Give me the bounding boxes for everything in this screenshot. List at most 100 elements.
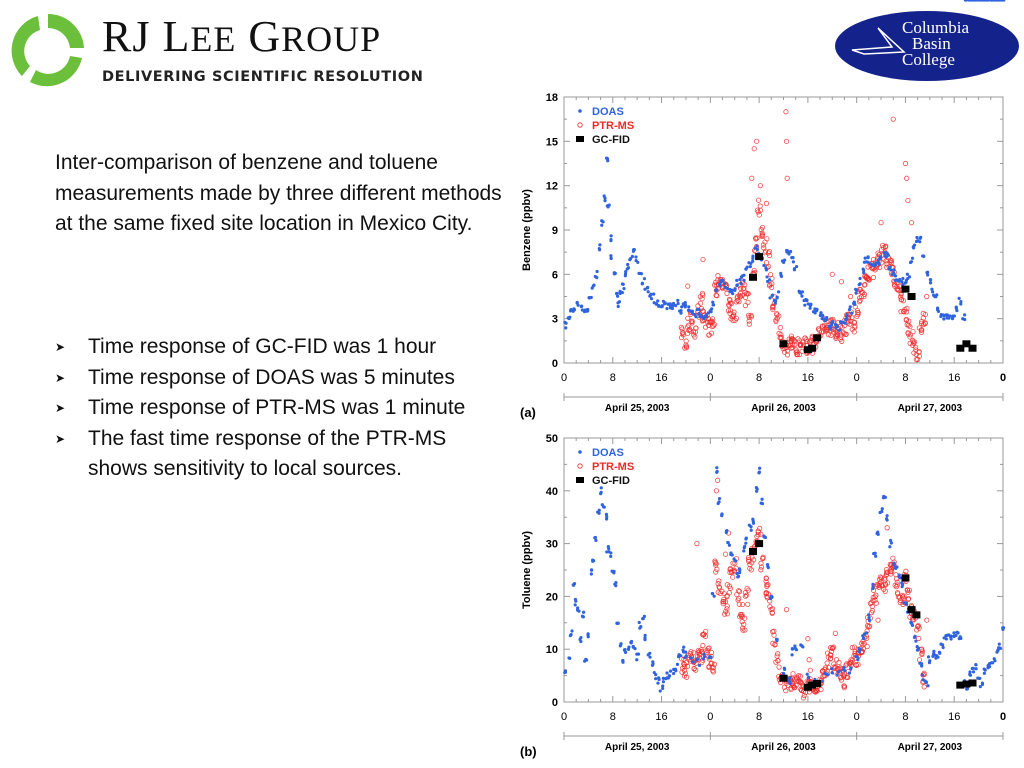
- ptrms-point: [889, 566, 895, 572]
- ptrms-point: [720, 277, 726, 283]
- ptrms-point: [681, 661, 687, 668]
- ptrms-point: [877, 257, 883, 264]
- doas-point: [852, 300, 856, 304]
- ptrms-point: [779, 343, 785, 349]
- ptrms-point: [807, 339, 813, 345]
- doas-point: [717, 500, 721, 504]
- doas-point: [969, 0, 973, 2]
- doas-point: [934, 656, 938, 660]
- ptrms-point: [898, 297, 905, 303]
- doas-point: [654, 302, 659, 306]
- doas-point: [862, 632, 867, 636]
- doas-point: [606, 545, 610, 549]
- ptrms-point: [723, 284, 729, 290]
- ptrms-point: [755, 209, 761, 215]
- ptrms-point: [788, 336, 794, 342]
- doas-point: [640, 282, 644, 286]
- ptrms-point: [831, 322, 837, 329]
- ptrms-point: [745, 557, 752, 563]
- doas-point: [991, 661, 995, 665]
- ptrms-point: [801, 692, 807, 699]
- doas-point: [876, 260, 880, 265]
- doas-point: [744, 536, 748, 540]
- ptrms-point: [851, 644, 858, 650]
- ptrms-point: [724, 290, 730, 297]
- ptrms-point: [742, 615, 748, 621]
- x-tick-label: 8: [756, 372, 762, 384]
- doas-point: [744, 541, 748, 545]
- day-label: April 25, 2003: [605, 403, 670, 414]
- doas-point: [839, 321, 843, 325]
- panel-label: (b): [520, 744, 537, 759]
- doas-point: [661, 680, 666, 684]
- ptrms-point: [756, 212, 762, 218]
- ptrms-point: [818, 677, 824, 684]
- ptrms-point: [916, 353, 922, 359]
- ptrms-point: [740, 280, 746, 286]
- doas-point: [592, 283, 596, 287]
- ptrms-point: [726, 303, 732, 309]
- ptrms-point: [837, 336, 843, 342]
- doas-point: [652, 670, 656, 675]
- x-tick-label: 8: [610, 711, 616, 723]
- ptrms-point: [894, 582, 900, 588]
- doas-point: [708, 655, 712, 659]
- ptrms-point: [709, 319, 715, 325]
- ptrms-point: [896, 283, 903, 290]
- doas-point: [935, 654, 939, 658]
- doas-point: [654, 672, 658, 677]
- ptrms-point: [886, 264, 892, 270]
- doas-point: [727, 543, 732, 547]
- ptrms-point: [709, 664, 715, 670]
- gcfid-point: [907, 606, 916, 614]
- doas-point: [762, 535, 766, 539]
- doas-point: [600, 219, 604, 223]
- ptrms-point: [736, 601, 742, 607]
- ptrms-point: [809, 333, 815, 339]
- doas-point: [889, 538, 893, 543]
- ptrms-point: [693, 325, 699, 331]
- ptrms-point: [816, 334, 823, 340]
- ptrms-point: [728, 316, 734, 322]
- doas-point: [602, 505, 606, 509]
- doas-point: [815, 309, 819, 313]
- ptrms-point: [835, 320, 841, 326]
- ptrms-point: [802, 335, 808, 341]
- ptrms-point: [685, 315, 691, 321]
- doas-point: [835, 324, 839, 329]
- ptrms-point: [768, 606, 774, 613]
- ptrms-point: [750, 270, 756, 276]
- intro-paragraph: Inter-comparison of benzene and toluene …: [55, 151, 502, 235]
- ptrms-point: [860, 289, 866, 296]
- doas-point: [594, 538, 598, 542]
- doas-point: [706, 311, 711, 315]
- ptrms-point: [754, 235, 760, 241]
- ptrms-point: [906, 595, 912, 602]
- doas-point: [569, 309, 573, 313]
- doas-point: [593, 274, 597, 279]
- ptrms-point: [739, 278, 746, 284]
- ptrms-point: [764, 582, 770, 588]
- doas-point: [770, 595, 774, 599]
- ptrms-point: [741, 285, 747, 291]
- doas-point: [823, 671, 827, 676]
- x-tick-label: 0: [561, 372, 567, 384]
- ptrms-point: [696, 314, 702, 320]
- doas-point: [648, 655, 652, 659]
- doas-point: [672, 667, 676, 672]
- ptrms-point: [890, 264, 896, 271]
- doas-point: [721, 278, 725, 282]
- ptrms-point: [920, 672, 926, 678]
- doas-point: [623, 274, 627, 278]
- ptrms-point: [810, 683, 817, 689]
- doas-point: [803, 303, 807, 307]
- ptrms-point: [749, 273, 755, 279]
- ptrms-point: [709, 318, 715, 324]
- doas-point: [645, 286, 650, 290]
- doas-point: [905, 272, 909, 276]
- doas-point: [985, 0, 989, 2]
- doas-point: [793, 644, 797, 648]
- doas-point: [720, 514, 724, 518]
- doas-point: [618, 289, 622, 293]
- doas-point: [794, 648, 799, 652]
